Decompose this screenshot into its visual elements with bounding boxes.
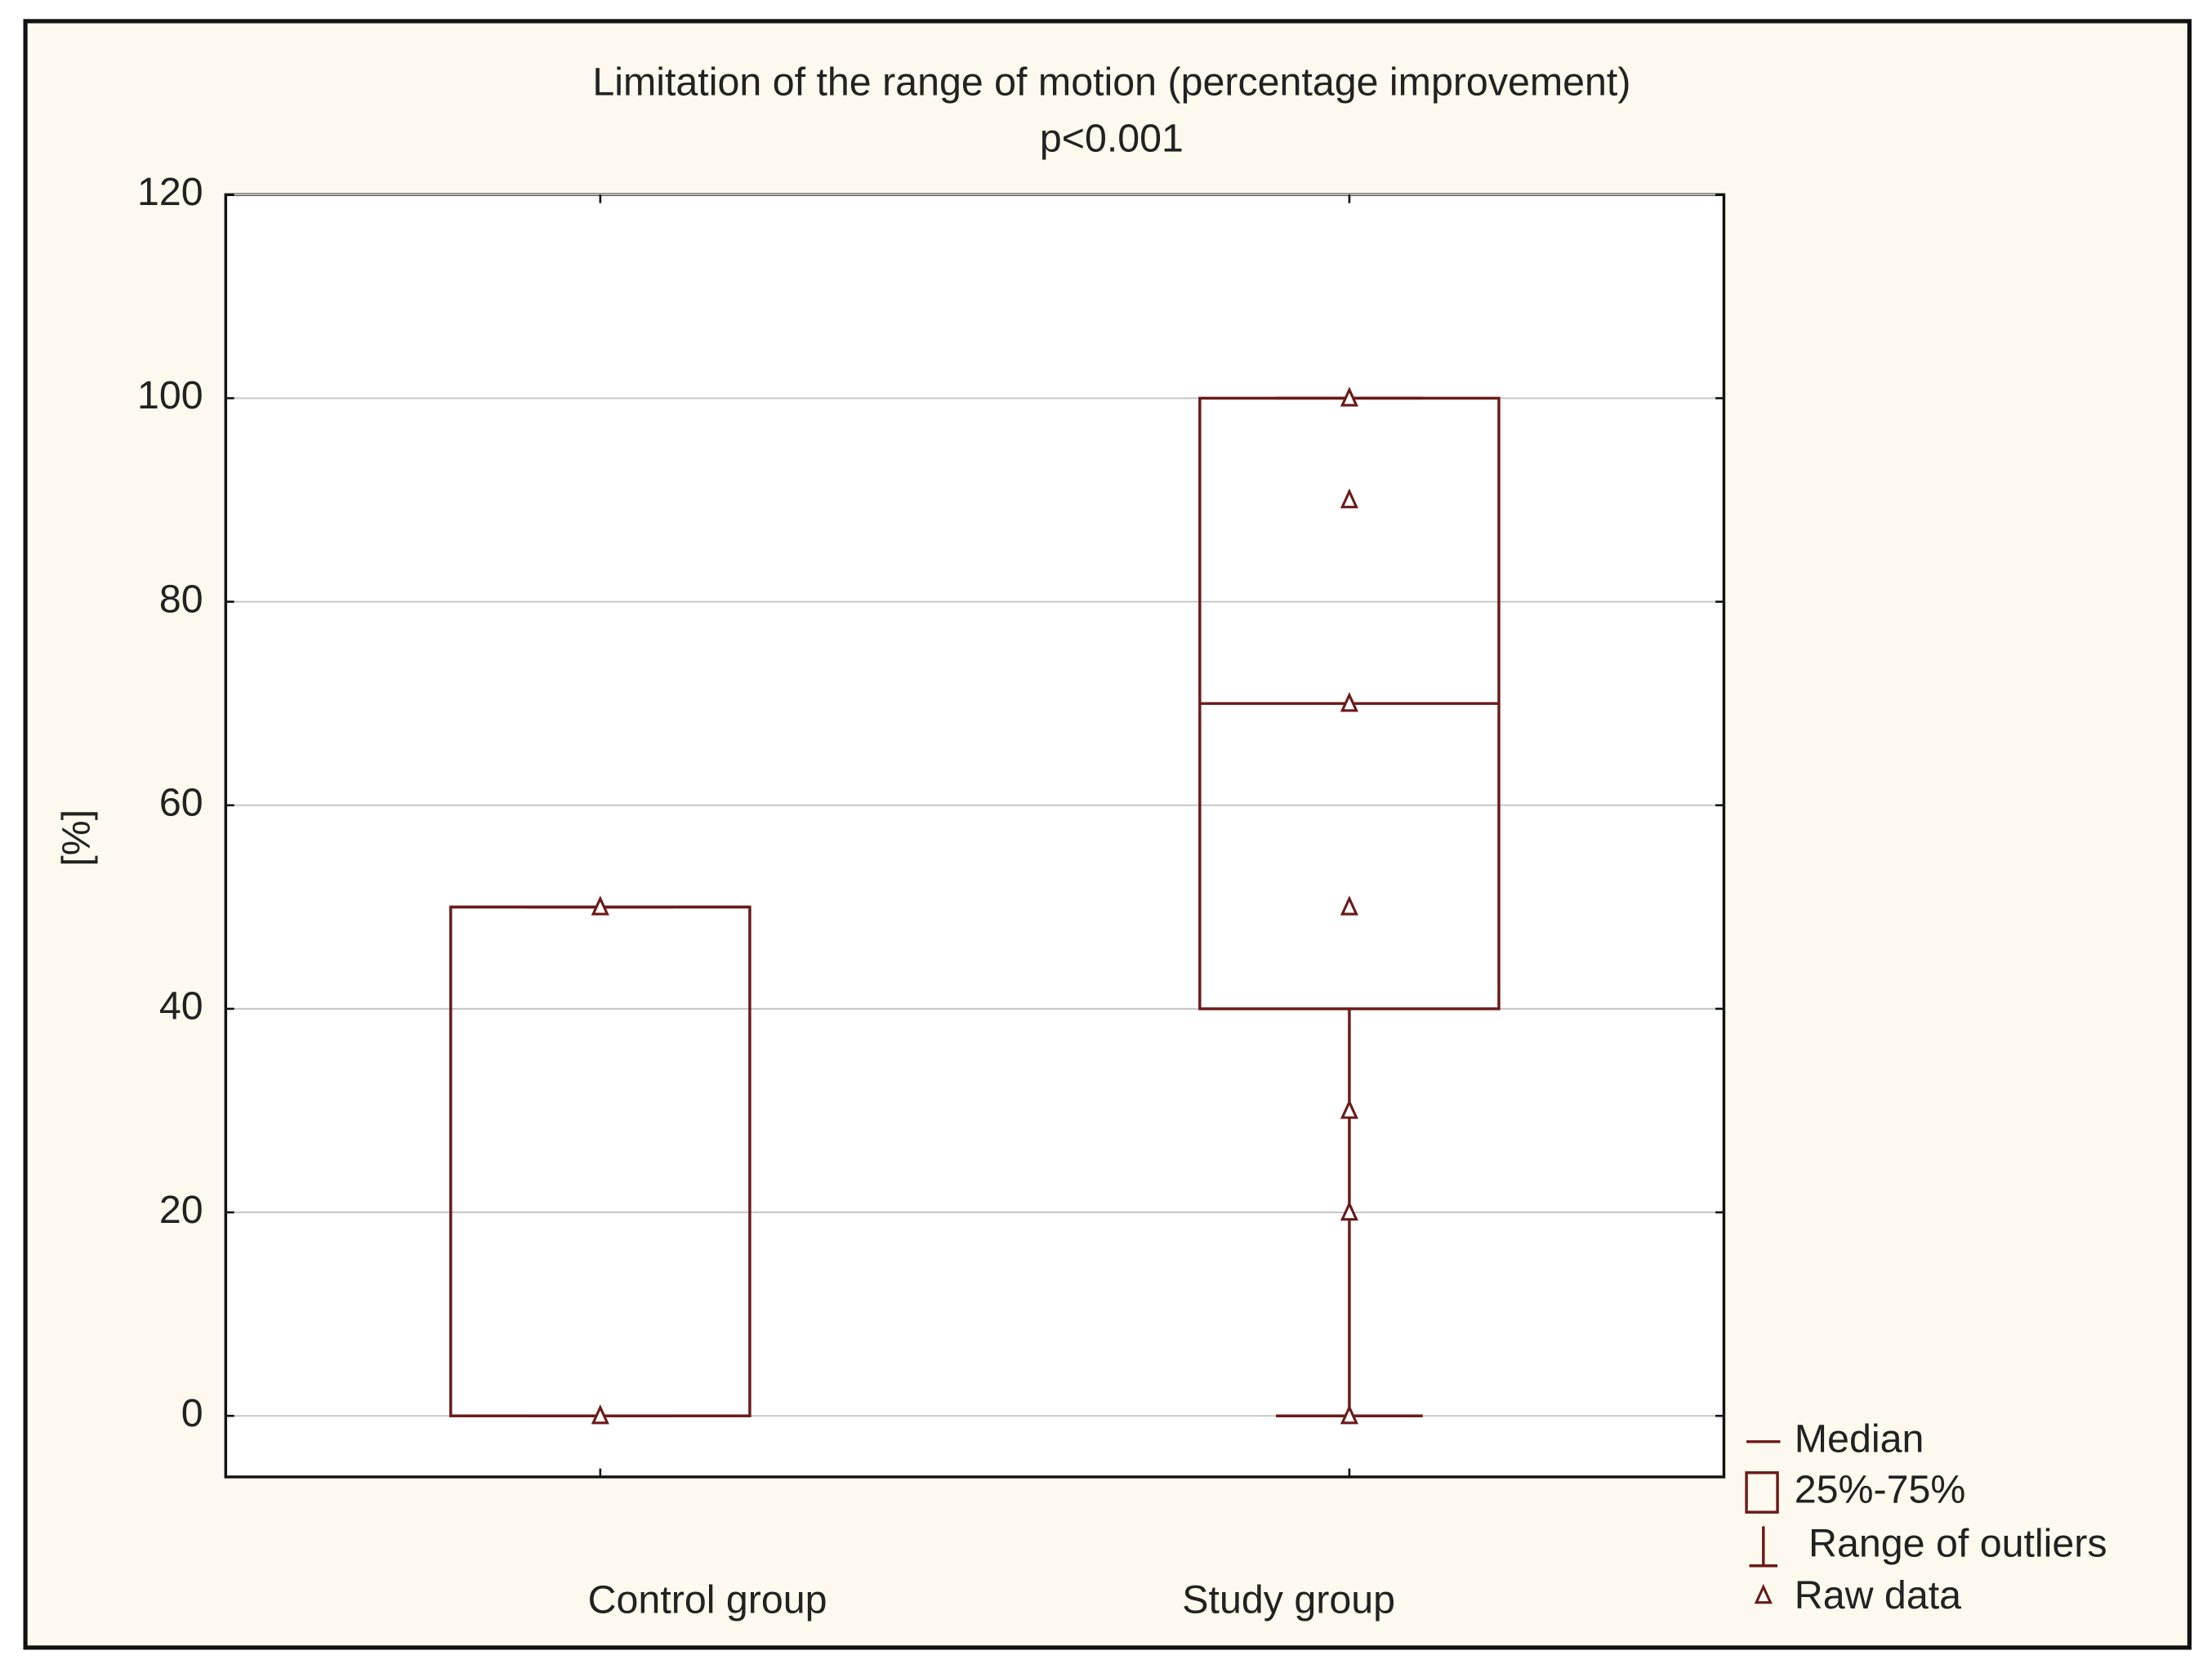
- y-tick-label: 20: [159, 1188, 203, 1232]
- raw-point: [1340, 1099, 1358, 1119]
- raw-point: [591, 895, 609, 916]
- y-tick-label: 80: [159, 577, 203, 621]
- chart-subtitle: p<0.001: [1040, 116, 1184, 160]
- x-tick-label: Control group: [588, 1577, 827, 1622]
- raw-point: [591, 1404, 609, 1425]
- raw-point: [1340, 895, 1358, 916]
- legend-label: Raw data: [1795, 1573, 1961, 1617]
- y-tick-label: 0: [181, 1391, 203, 1435]
- raw-point: [1340, 1200, 1358, 1221]
- plot-area: [224, 193, 1726, 1479]
- legend-label: Median: [1795, 1417, 1924, 1461]
- legend-symbol: [1745, 1471, 1779, 1514]
- x-tick-label: Study group: [1182, 1577, 1395, 1622]
- legend-label: Range of outliers: [1808, 1521, 2107, 1565]
- chart-title: Limitation of the range of motion (perce…: [592, 60, 1630, 104]
- legend-label: 25%-75%: [1795, 1468, 1966, 1512]
- raw-point: [1340, 386, 1358, 407]
- legend-symbol: [1754, 1583, 1773, 1604]
- y-axis-label: [%]: [54, 810, 98, 867]
- raw-point: [1340, 488, 1358, 509]
- raw-point: [1340, 692, 1358, 712]
- y-tick-label: 100: [137, 373, 203, 417]
- y-tick-label: 120: [137, 170, 203, 214]
- raw-point: [1340, 1404, 1358, 1425]
- y-tick-label: 60: [159, 781, 203, 825]
- y-tick-label: 40: [159, 984, 203, 1028]
